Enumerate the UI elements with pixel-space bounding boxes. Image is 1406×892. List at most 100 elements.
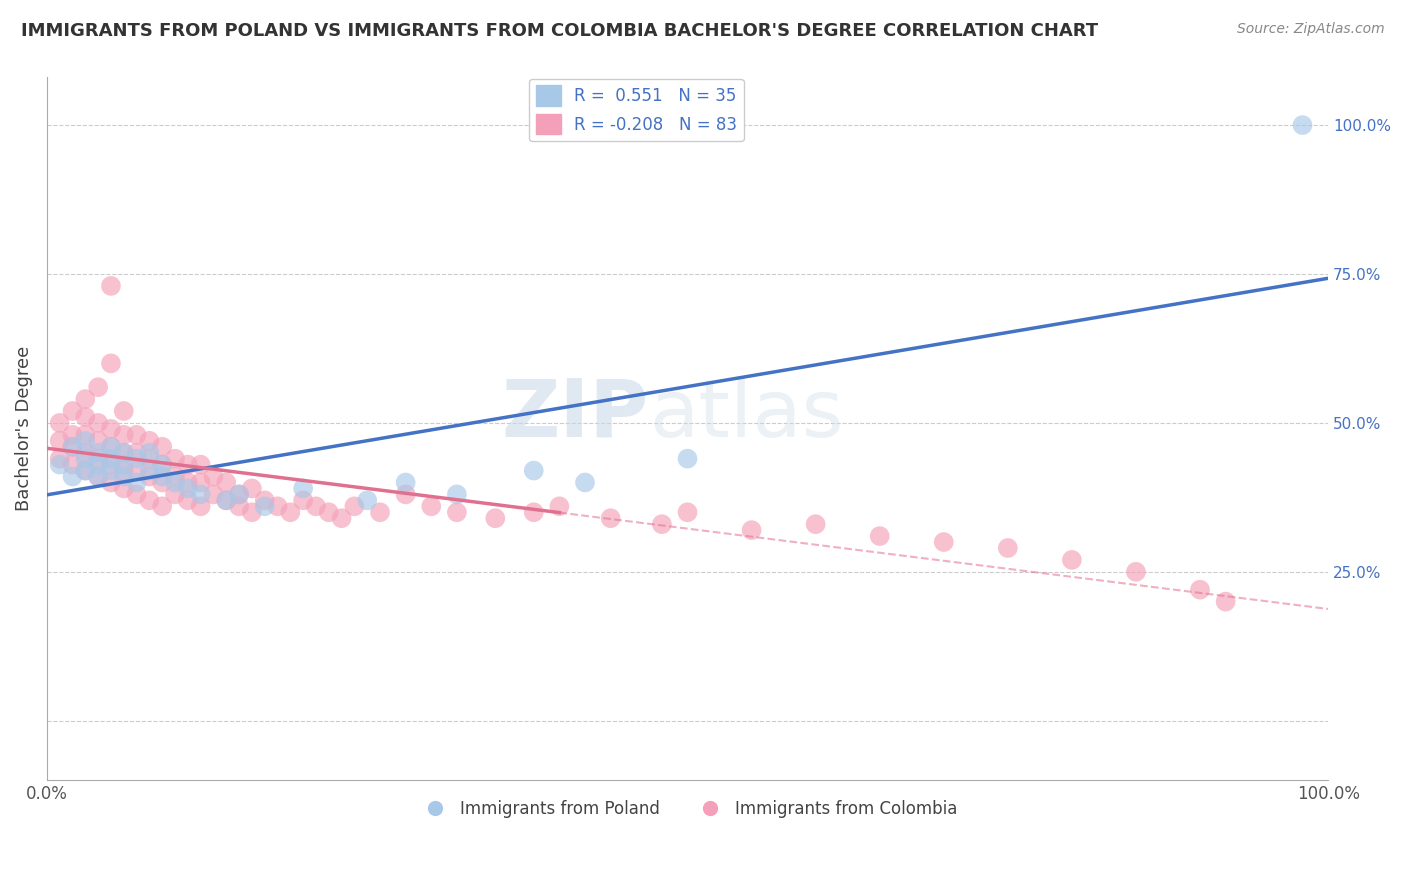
- Point: [112, 469, 135, 483]
- Point: [62, 469, 84, 483]
- Point: [138, 451, 160, 466]
- Point: [138, 446, 160, 460]
- Point: [356, 493, 378, 508]
- Point: [177, 475, 200, 490]
- Point: [190, 475, 212, 490]
- Point: [62, 458, 84, 472]
- Point: [1125, 565, 1147, 579]
- Point: [48, 416, 70, 430]
- Point: [150, 500, 173, 514]
- Point: [292, 493, 315, 508]
- Point: [266, 500, 288, 514]
- Point: [1291, 118, 1313, 132]
- Point: [87, 451, 110, 466]
- Point: [87, 446, 110, 460]
- Point: [100, 422, 122, 436]
- Point: [125, 446, 148, 460]
- Text: atlas: atlas: [650, 376, 844, 454]
- Point: [87, 469, 110, 483]
- Point: [253, 493, 276, 508]
- Point: [163, 469, 186, 483]
- Point: [1215, 594, 1237, 608]
- Point: [292, 482, 315, 496]
- Point: [112, 458, 135, 472]
- Point: [240, 482, 263, 496]
- Point: [75, 446, 97, 460]
- Point: [368, 505, 391, 519]
- Point: [190, 487, 212, 501]
- Point: [228, 487, 250, 501]
- Point: [420, 500, 443, 514]
- Point: [548, 500, 571, 514]
- Point: [574, 475, 596, 490]
- Point: [100, 440, 122, 454]
- Point: [100, 451, 122, 466]
- Point: [869, 529, 891, 543]
- Point: [112, 482, 135, 496]
- Point: [177, 458, 200, 472]
- Point: [253, 500, 276, 514]
- Point: [75, 451, 97, 466]
- Point: [150, 458, 173, 472]
- Point: [125, 427, 148, 442]
- Point: [112, 464, 135, 478]
- Point: [163, 475, 186, 490]
- Point: [676, 451, 699, 466]
- Point: [215, 493, 238, 508]
- Y-axis label: Bachelor's Degree: Bachelor's Degree: [15, 346, 32, 511]
- Point: [202, 469, 225, 483]
- Point: [62, 427, 84, 442]
- Point: [100, 458, 122, 472]
- Point: [138, 493, 160, 508]
- Point: [228, 500, 250, 514]
- Point: [75, 434, 97, 448]
- Point: [395, 475, 418, 490]
- Point: [177, 493, 200, 508]
- Point: [62, 440, 84, 454]
- Point: [215, 493, 238, 508]
- Point: [318, 505, 340, 519]
- Point: [163, 451, 186, 466]
- Point: [100, 464, 122, 478]
- Point: [446, 505, 468, 519]
- Point: [87, 380, 110, 394]
- Point: [278, 505, 301, 519]
- Point: [48, 451, 70, 466]
- Point: [75, 409, 97, 424]
- Point: [150, 475, 173, 490]
- Point: [215, 475, 238, 490]
- Point: [163, 487, 186, 501]
- Point: [138, 469, 160, 483]
- Point: [150, 458, 173, 472]
- Point: [395, 487, 418, 501]
- Point: [100, 356, 122, 370]
- Point: [112, 446, 135, 460]
- Point: [150, 469, 173, 483]
- Point: [100, 475, 122, 490]
- Point: [125, 464, 148, 478]
- Point: [75, 464, 97, 478]
- Point: [1188, 582, 1211, 597]
- Point: [651, 517, 673, 532]
- Point: [112, 404, 135, 418]
- Point: [62, 404, 84, 418]
- Point: [125, 475, 148, 490]
- Legend: Immigrants from Poland, Immigrants from Colombia: Immigrants from Poland, Immigrants from …: [412, 793, 963, 825]
- Point: [190, 500, 212, 514]
- Point: [599, 511, 621, 525]
- Point: [446, 487, 468, 501]
- Point: [676, 505, 699, 519]
- Point: [343, 500, 366, 514]
- Point: [240, 505, 263, 519]
- Point: [125, 487, 148, 501]
- Point: [932, 535, 955, 549]
- Point: [87, 434, 110, 448]
- Point: [138, 434, 160, 448]
- Point: [484, 511, 506, 525]
- Point: [1060, 553, 1083, 567]
- Point: [305, 500, 328, 514]
- Point: [75, 464, 97, 478]
- Point: [741, 523, 763, 537]
- Point: [112, 427, 135, 442]
- Point: [202, 487, 225, 501]
